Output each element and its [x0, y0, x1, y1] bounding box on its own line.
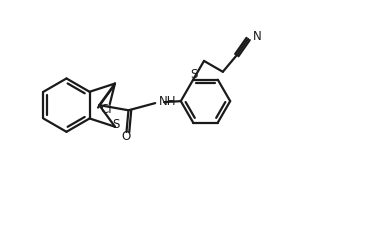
Text: S: S — [112, 118, 120, 131]
Text: O: O — [122, 131, 131, 143]
Text: NH: NH — [159, 95, 177, 108]
Text: S: S — [190, 68, 198, 81]
Text: N: N — [253, 30, 262, 43]
Text: Cl: Cl — [100, 103, 112, 116]
